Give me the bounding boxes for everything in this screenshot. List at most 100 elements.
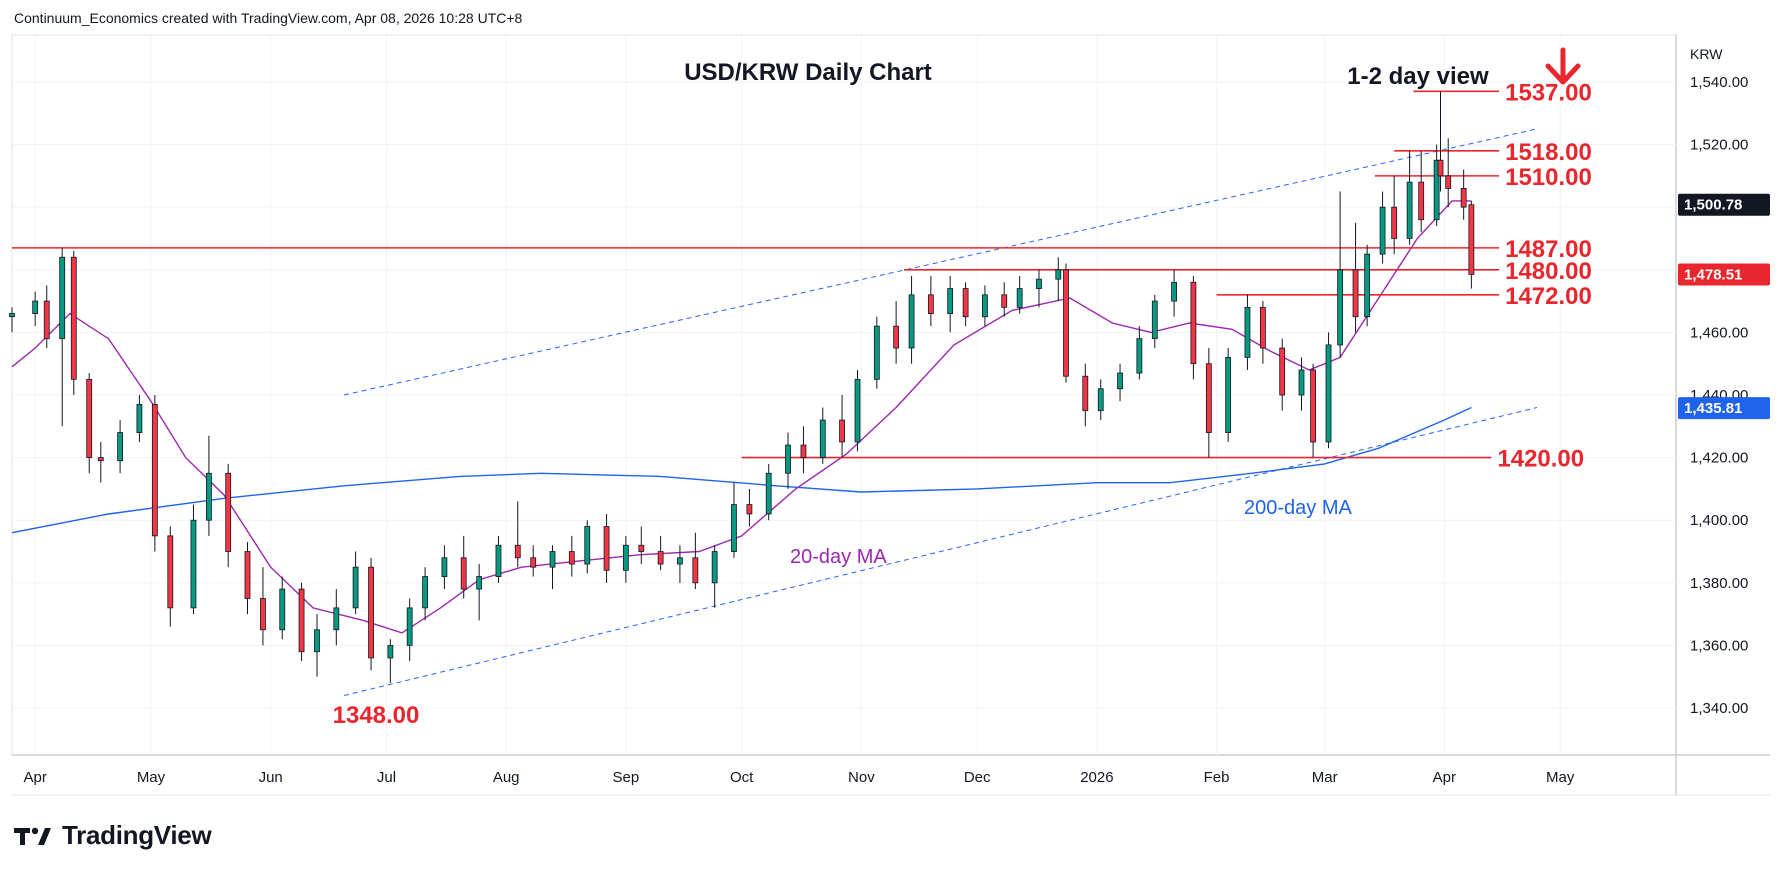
candle-body — [1001, 294, 1008, 308]
price-badge: 1,435.81 — [1678, 397, 1770, 420]
candle-body — [927, 294, 934, 315]
candle-body — [692, 557, 699, 584]
candle-body — [1063, 269, 1069, 377]
candle-body — [495, 544, 502, 577]
price-badge: 1,500.78 — [1678, 193, 1770, 216]
x-tick-label: Nov — [848, 769, 875, 786]
price-badge-text: 1,478.51 — [1684, 266, 1742, 283]
candle-body — [962, 288, 969, 318]
candle — [225, 463, 232, 568]
candle — [1259, 301, 1266, 364]
candle — [1468, 200, 1475, 289]
candle — [893, 301, 900, 364]
candle — [352, 551, 359, 615]
y-tick-label: 1,540.00 — [1690, 74, 1748, 91]
candle — [711, 545, 718, 608]
candle-body — [1055, 269, 1062, 280]
candle — [136, 395, 143, 442]
candle-body — [873, 325, 880, 380]
candlestick-series — [9, 91, 1475, 683]
candle-body — [711, 551, 718, 584]
x-tick-label: Apr — [23, 769, 46, 786]
candle — [873, 316, 880, 389]
candle-body — [765, 472, 772, 515]
candle — [1082, 363, 1089, 427]
candle — [1244, 294, 1251, 370]
candle-body — [70, 256, 77, 380]
candle-body — [982, 294, 988, 318]
candle-body — [568, 551, 575, 565]
candle — [279, 576, 286, 640]
candle-body — [584, 526, 591, 565]
candle-body — [1437, 159, 1444, 177]
candle — [1225, 348, 1232, 442]
candle — [117, 420, 124, 474]
price-badge-bg — [1678, 397, 1770, 420]
candle-body — [819, 419, 826, 459]
time-axis[interactable]: Apr May Jun Jul Aug Sep Oct Nov Dec 2026 Feb Mar Apr… — [23, 769, 1574, 786]
candle-body — [136, 403, 143, 433]
level-label: 1472.00 — [1505, 283, 1592, 310]
candle-body — [43, 300, 50, 340]
x-tick-label: May — [1546, 769, 1575, 786]
candle-body — [1460, 187, 1467, 208]
price-axis[interactable]: KRW 1,340.00 1,360.00 1,380.00 1,400.00 1,42… — [1690, 46, 1748, 717]
candle-body — [1171, 281, 1177, 302]
candle — [1437, 91, 1444, 192]
candle — [603, 513, 610, 583]
candle — [584, 520, 591, 574]
candle — [568, 535, 575, 577]
candle-body — [800, 444, 807, 459]
candle-body — [352, 566, 359, 609]
candle-body — [1379, 206, 1386, 255]
candle-body — [638, 544, 645, 552]
candle — [441, 545, 448, 590]
price-badge-text: 1,435.81 — [1684, 400, 1742, 417]
chart-title: USD/KRW Daily Chart — [684, 59, 932, 86]
candle — [800, 426, 807, 474]
candle — [514, 501, 521, 568]
ma200-path — [11, 406, 1472, 534]
candle — [244, 542, 251, 615]
candle-body — [1117, 372, 1123, 390]
candle — [839, 395, 845, 458]
candle — [549, 545, 556, 590]
candle-body — [117, 432, 124, 462]
candle — [9, 307, 15, 333]
chart-header: Continuum_Economics created with Trading… — [14, 10, 523, 26]
candle — [1205, 348, 1212, 458]
candle — [298, 582, 305, 662]
candle — [460, 535, 467, 599]
candle — [1097, 379, 1104, 421]
candle — [314, 614, 320, 677]
candle — [422, 567, 429, 621]
candle — [86, 373, 93, 474]
candle — [167, 526, 174, 627]
candle-body — [9, 313, 15, 318]
candle-body — [368, 566, 374, 659]
tradingview-footer: TradingView — [14, 820, 212, 851]
candle — [1379, 191, 1386, 264]
candle-body — [298, 588, 305, 653]
candle-body — [746, 504, 753, 515]
y-tick-label: 1,400.00 — [1690, 512, 1748, 529]
y-tick-label: 1,340.00 — [1690, 700, 1748, 717]
y-tick-label: 1,360.00 — [1690, 637, 1748, 654]
candle-body — [86, 378, 93, 459]
annotations: USD/KRW Daily Chart 1-2 day view 20-day … — [333, 47, 1581, 729]
candle-body — [167, 535, 174, 609]
x-tick-label: Feb — [1204, 769, 1230, 786]
candle — [368, 557, 374, 671]
candle-body — [1325, 344, 1332, 443]
level-label: 1487.00 — [1505, 236, 1592, 263]
candle-body — [1406, 181, 1413, 239]
x-tick-label: Jun — [259, 769, 283, 786]
candle — [1352, 222, 1359, 333]
candle — [622, 535, 629, 583]
candle — [1190, 276, 1197, 380]
candle-body — [225, 472, 232, 552]
candle-body — [1244, 306, 1251, 358]
tradingview-brand: TradingView — [62, 820, 212, 850]
x-tick-label: Jul — [377, 769, 396, 786]
